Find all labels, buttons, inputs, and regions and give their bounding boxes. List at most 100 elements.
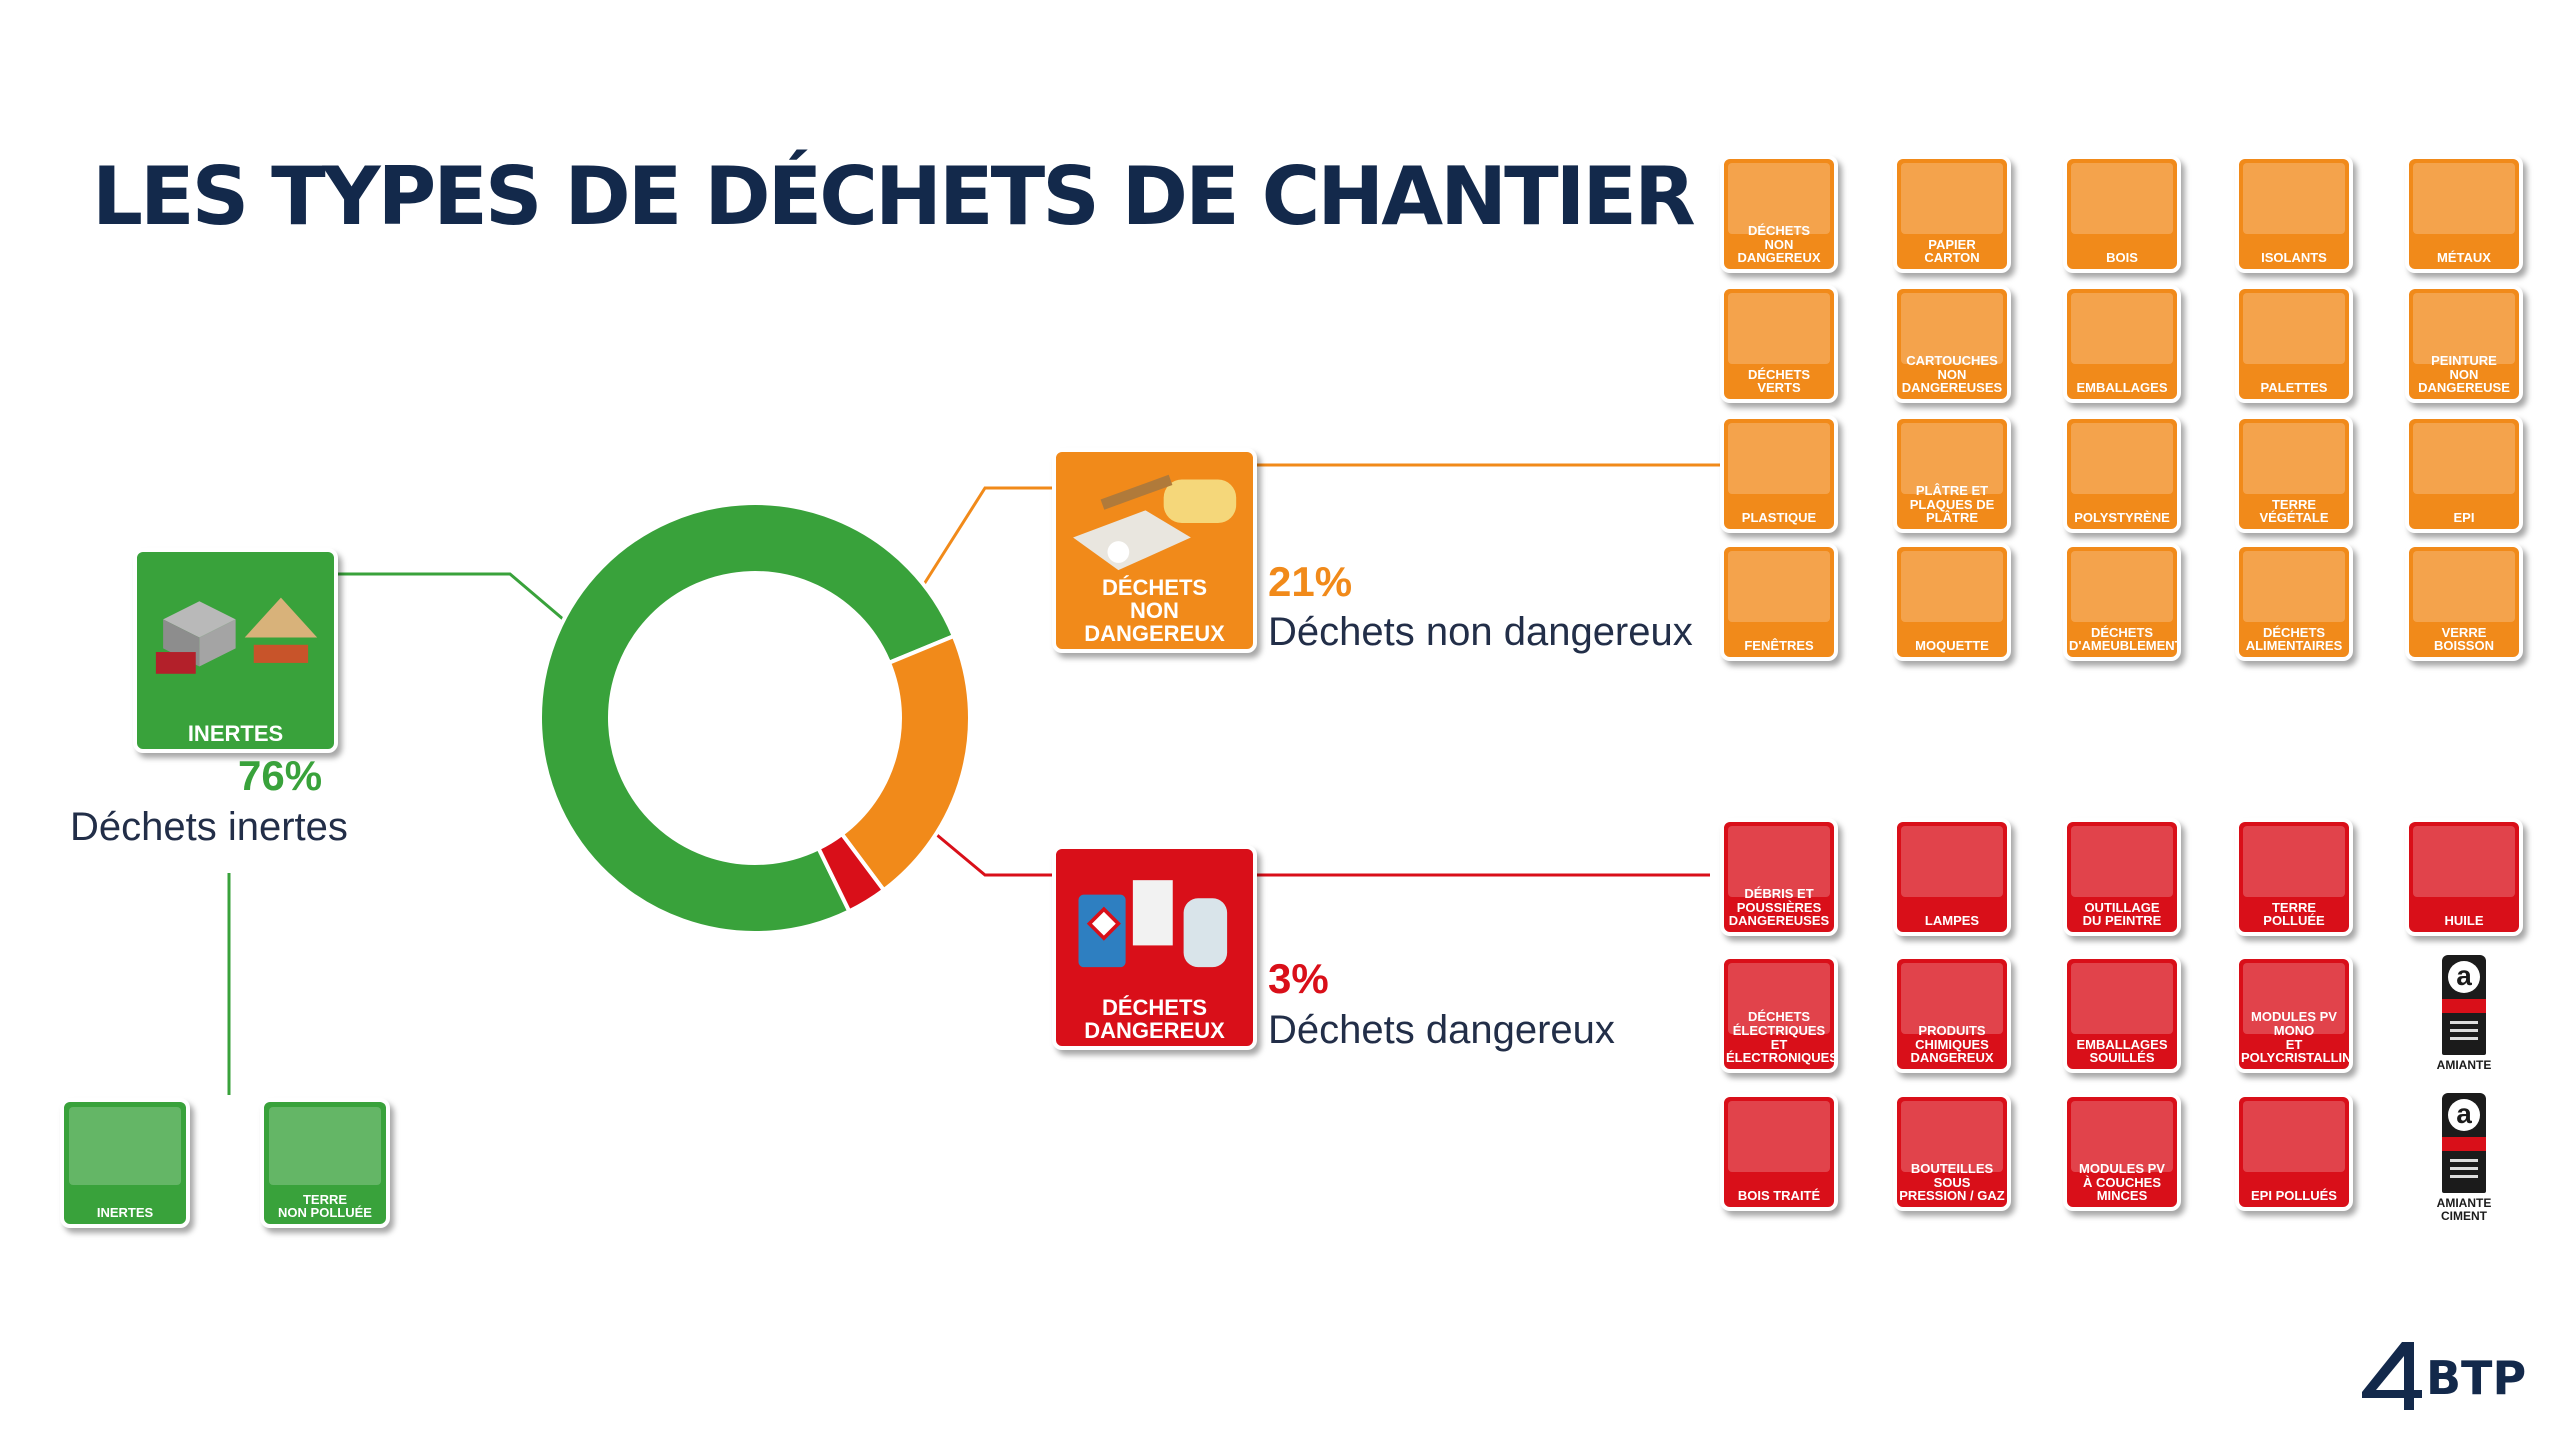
inertes-label: Déchets inertes [70,805,348,849]
non-dangereux-icon-label: DÉCHETS NON DANGEREUX [1084,574,1225,646]
tile-label: PLASTIQUE [1741,510,1817,526]
waste-tile: EPI POLLUÉS [2235,1093,2353,1211]
waste-illustration-icon [1728,826,1830,897]
rubble-icon [155,597,318,674]
waste-illustration-icon [1728,163,1830,234]
tile-label: TERRE NON POLLUÉE [278,1191,372,1221]
waste-tile: OUTILLAGE DU PEINTRE [2063,818,2181,936]
waste-tile: DÉCHETS VERTS [1720,285,1838,403]
tile-label: LAMPES [1924,913,1980,929]
tile-label: MOQUETTE [1915,638,1989,654]
dangereux-category-icon: DÉCHETS DANGEREUX [1052,845,1257,1050]
waste-illustration-icon [68,1106,182,1185]
waste-tile: DÉCHETS ALIMENTAIRES [2235,543,2353,661]
waste-illustration-icon [2071,163,2173,234]
tile-label: DÉCHETS D'AMEUBLEMENT [2069,624,2181,654]
waste-illustration-icon [2243,963,2345,1034]
waste-tile: PALETTES [2235,285,2353,403]
tile-label: OUTILLAGE DU PEINTRE [2082,899,2162,929]
tile-label: INERTES [96,1205,154,1221]
tile-label: VERRE BOISSON [2434,624,2494,654]
waste-tile: BOIS [2063,155,2181,273]
tile-label: EMBALLAGES [2076,380,2168,396]
tile-label: BOUTEILLES SOUS PRESSION / GAZ [1899,1161,2005,1204]
waste-illustration-icon [1728,1101,1830,1172]
waste-tile: HUILE [2405,818,2523,936]
waste-tile: FENÊTRES [1720,543,1838,661]
tile-label: DÉCHETS ALIMENTAIRES [2245,624,2343,654]
tile-label: POLYSTYRÈNE [2074,510,2170,526]
tile-label: DÉBRIS ET POUSSIÈRES DANGEREUSES [1728,886,1830,929]
waste-illustration-icon [2243,551,2345,622]
inertes-percent: 76% [238,752,323,799]
waste-illustration-icon [1901,551,2003,622]
waste-tile: PEINTURE NON DANGEREUSE [2405,285,2523,403]
waste-illustration-icon [2243,293,2345,364]
waste-illustration-icon [1901,963,2003,1034]
waste-illustration-icon [2071,423,2173,494]
waste-tile: BOIS TRAITÉ [1720,1093,1838,1211]
waste-illustration-icon [2071,826,2173,897]
waste-illustration-icon [2413,423,2515,494]
tile-label: EPI POLLUÉS [2251,1188,2337,1204]
waste-tile: DÉCHETS D'AMEUBLEMENT [2063,543,2181,661]
waste-tile: LAMPES [1893,818,2011,936]
waste-tile: MÉTAUX [2405,155,2523,273]
tile-label: MÉTAUX [2437,250,2491,266]
waste-illustration-icon [2071,963,2173,1034]
waste-illustration-icon [2413,163,2515,234]
tile-label: CARTOUCHES NON DANGEREUSES [1901,353,2003,396]
waste-tile: PLÂTRE ET PLAQUES DE PLÂTRE [1893,415,2011,533]
waste-illustration-icon [1901,293,2003,364]
inertes-icon-label: INERTES [187,720,284,746]
waste-tile: MODULES PV À COUCHES MINCES [2063,1093,2181,1211]
4btp-logo: BTP [2362,1342,2526,1410]
non-dangereux-percent: 21% [1268,558,1353,605]
waste-tile: DÉCHETS NON DANGEREUX [1720,155,1838,273]
tile-label: PAPIER CARTON [1924,236,1980,266]
tile-label: FENÊTRES [1744,638,1814,654]
logo-text: BTP [2426,1351,2526,1405]
asbestos-label-icon: a [2442,1093,2486,1193]
waste-tile: PAPIER CARTON [1893,155,2011,273]
tile-label: PALETTES [2260,380,2328,396]
waste-illustration-icon [2413,551,2515,622]
waste-illustration-icon [1728,293,1830,364]
non-dangereux-label: Déchets non dangereux [1268,610,1693,654]
donut-slice-1 [839,633,972,893]
waste-tile: DÉCHETS ÉLECTRIQUES ET ÉLECTRONIQUES [1720,955,1838,1073]
waste-illustration-icon [2413,293,2515,364]
waste-illustration-icon [2243,1101,2345,1172]
tile-label: HUILE [2444,913,2484,929]
waste-tile: TERRE NON POLLUÉE [260,1098,390,1228]
waste-tile: POLYSTYRÈNE [2063,415,2181,533]
inertes-connector [338,572,571,627]
tile-label: EPI [2453,510,2475,526]
waste-tile: INERTES [60,1098,190,1228]
amiante-label: AMIANTE [2436,1058,2492,1072]
mixed-waste-icon [1072,474,1237,571]
waste-illustration-icon [1728,963,1830,1034]
tile-label: TERRE POLLUÉE [2263,899,2325,929]
waste-illustration-icon [1901,826,2003,897]
waste-illustration-icon [2071,1101,2173,1172]
dangereux-icon-label: DÉCHETS DANGEREUX [1084,994,1225,1043]
waste-tile: EMBALLAGES [2063,285,2181,403]
waste-illustration-icon [2243,423,2345,494]
waste-tile: MODULES PV MONO ET POLYCRISTALLINS [2235,955,2353,1073]
waste-tile: DÉBRIS ET POUSSIÈRES DANGEREUSES [1720,818,1838,936]
waste-tile: PLASTIQUE [1720,415,1838,533]
tile-label: PRODUITS CHIMIQUES DANGEREUX [1910,1023,1994,1066]
tile-label: TERRE VÉGÉTALE [2259,496,2329,526]
asbestos-a-icon: a [2448,1099,2480,1131]
waste-illustration-icon [2413,826,2515,897]
non-dangereux-category-icon: DÉCHETS NON DANGEREUX [1052,448,1257,653]
waste-tile: EMBALLAGES SOUILLÉS [2063,955,2181,1073]
waste-tile: TERRE VÉGÉTALE [2235,415,2353,533]
non-dangereux-connector [898,486,1060,623]
waste-illustration-icon [1901,1101,2003,1172]
waste-illustration-icon [1728,551,1830,622]
asbestos-label-icon: a [2442,955,2486,1055]
